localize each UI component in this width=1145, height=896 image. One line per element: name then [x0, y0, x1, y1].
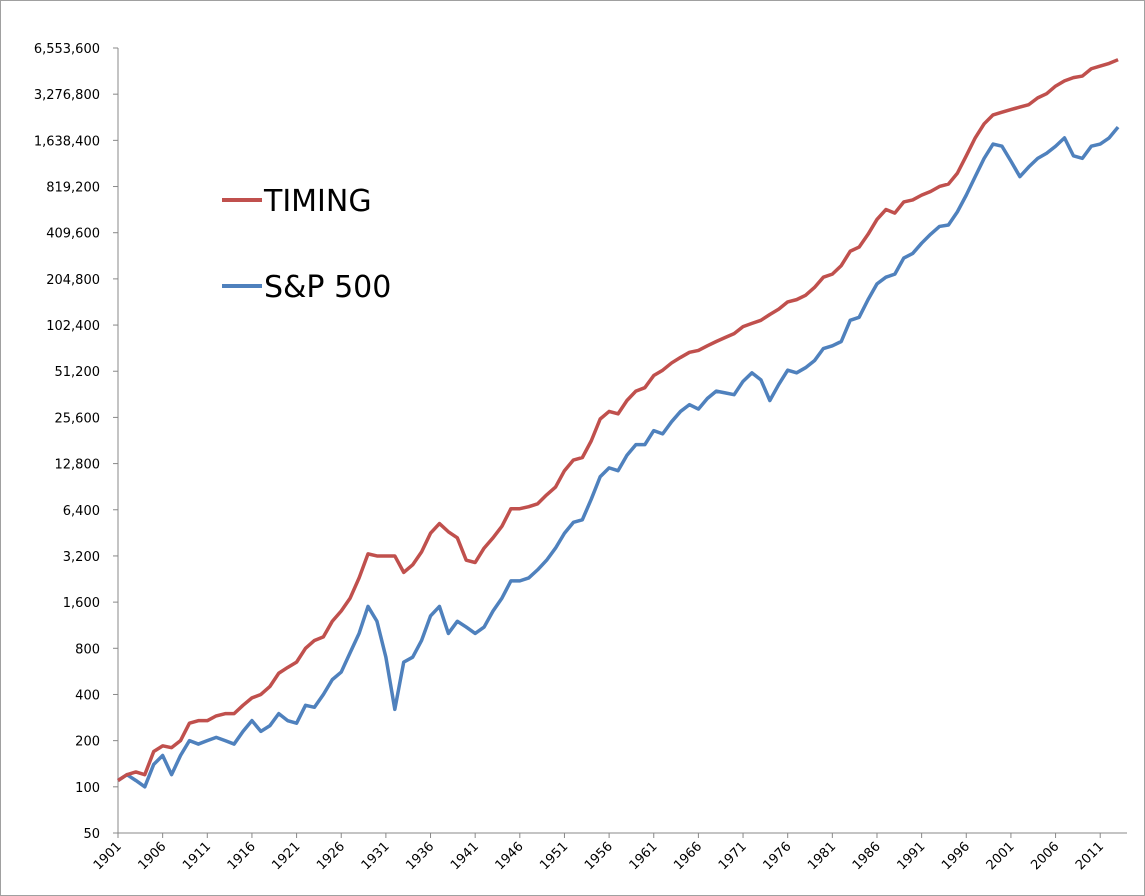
- y-tick-label: 51,200: [55, 365, 101, 380]
- y-tick-label: 50: [83, 827, 100, 842]
- y-tick-label: 25,600: [55, 411, 101, 426]
- y-tick-label: 3,200: [63, 550, 100, 565]
- y-tick-label: 12,800: [55, 458, 101, 473]
- y-tick-label: 1,638,400: [34, 134, 100, 149]
- series-line: [117, 125, 1120, 789]
- series-line: [117, 58, 1119, 782]
- legend-label: S&P 500: [264, 270, 391, 305]
- y-tick-label: 3,276,800: [34, 88, 100, 103]
- y-tick-label: 200: [75, 735, 100, 750]
- y-tick-label: 102,400: [46, 319, 100, 334]
- y-tick-label: 100: [75, 781, 100, 796]
- y-tick-label: 204,800: [46, 273, 100, 288]
- y-tick-label: 6,400: [63, 504, 100, 519]
- y-tick-label: 800: [75, 642, 100, 657]
- y-tick-label: 6,553,600: [34, 42, 100, 57]
- y-tick-label: 1,600: [63, 596, 100, 611]
- y-tick-label: 400: [75, 688, 100, 703]
- legend-label: TIMING: [263, 184, 372, 219]
- y-tick-label: 819,200: [46, 181, 100, 196]
- y-tick-label: 409,600: [46, 227, 100, 242]
